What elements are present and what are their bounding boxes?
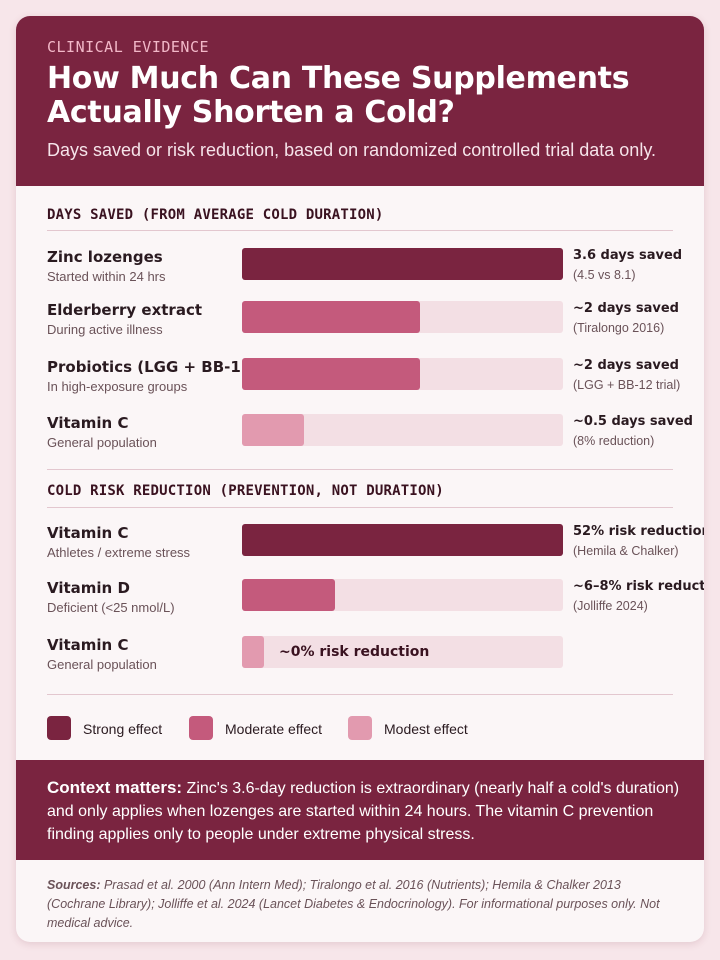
bar-fill — [242, 358, 420, 390]
row-label: Probiotics (LGG + BB-12) — [47, 358, 259, 376]
sources-body: Prasad et al. 2000 (Ann Intern Med); Tir… — [47, 878, 660, 930]
legend-divider — [47, 694, 673, 695]
value-note: (Jolliffe 2024) — [573, 599, 648, 613]
page-title: How Much Can These Supplements Actually … — [47, 62, 674, 130]
title-line-1: How Much Can These Supplements — [47, 61, 630, 96]
bar-row: Vitamin C General population ~0.5 days sav… — [16, 414, 704, 464]
bar-track — [242, 414, 563, 446]
bar-fill — [242, 579, 335, 611]
row-sublabel: Started within 24 hrs — [47, 269, 166, 284]
value-note: (8% reduction) — [573, 434, 655, 448]
bar-row: Vitamin C Athletes / extreme stress 52% ri… — [16, 524, 704, 574]
section-divider — [47, 507, 673, 508]
context-body: Zinc's 3.6-day reduction is extraordinar… — [47, 780, 680, 843]
value-note: (Tiralongo 2016) — [573, 321, 665, 335]
value-note: (LGG + BB-12 trial) — [573, 378, 681, 392]
eyebrow-label: CLINICAL EVIDENCE — [47, 38, 210, 56]
bar-track — [242, 358, 563, 390]
row-sublabel: During active illness — [47, 322, 163, 337]
legend-swatch-moderate — [189, 716, 213, 740]
header-banner: CLINICAL EVIDENCE How Much Can These Sup… — [16, 16, 704, 186]
section-divider — [47, 230, 673, 231]
value-note: (4.5 vs 8.1) — [573, 268, 636, 282]
row-sublabel: General population — [47, 435, 157, 450]
bar-row: Zinc lozenges Started within 24 hrs 3.6 da… — [16, 248, 704, 298]
row-sublabel: Athletes / extreme stress — [47, 545, 191, 560]
bar-track — [242, 248, 563, 280]
infographic-card: CLINICAL EVIDENCE How Much Can These Sup… — [16, 16, 704, 942]
legend-swatch-modest — [348, 716, 372, 740]
bar-fill — [242, 248, 563, 280]
value-note: (Hemila & Chalker) — [573, 544, 679, 558]
context-callout: Context matters: Zinc's 3.6-day reductio… — [16, 760, 704, 860]
bar-row: Probiotics (LGG + BB-12) In high-exposure… — [16, 358, 704, 408]
section-divider — [47, 469, 673, 470]
legend-label: Moderate effect — [225, 721, 323, 737]
bar-row: Vitamin C General population ~0% risk redu… — [16, 636, 704, 686]
bar-fill — [242, 414, 304, 446]
value-label: 52% risk reduction — [573, 524, 704, 539]
legend-label: Modest effect — [384, 721, 468, 737]
value-label: ~0.5 days saved — [573, 414, 693, 429]
row-label: Zinc lozenges — [47, 248, 163, 266]
title-line-2: Actually Shorten a Cold? — [47, 95, 455, 130]
bar-track — [242, 524, 563, 556]
bar-track — [242, 579, 563, 611]
bar-track — [242, 301, 563, 333]
value-label: ~2 days saved — [573, 301, 679, 316]
legend-label: Strong effect — [83, 721, 163, 737]
context-lead: Context matters: — [47, 778, 183, 797]
legend-swatch-strong — [47, 716, 71, 740]
row-sublabel: General population — [47, 657, 157, 672]
bar-fill — [242, 301, 420, 333]
sources-footnote: Sources: Prasad et al. 2000 (Ann Intern … — [47, 876, 677, 933]
bar-fill — [242, 636, 264, 668]
section-title-risk-reduction: COLD RISK REDUCTION (PREVENTION, NOT DUR… — [47, 483, 444, 499]
row-label: Vitamin C — [47, 414, 129, 432]
bar-row: Elderberry extract During active illness ~… — [16, 301, 704, 351]
row-label: Vitamin D — [47, 579, 130, 597]
row-sublabel: Deficient (<25 nmol/L) — [47, 600, 175, 615]
section-title-days-saved: DAYS SAVED (FROM AVERAGE COLD DURATION) — [47, 207, 384, 223]
value-label: ~6–8% risk reduction — [573, 579, 704, 594]
bar-inline-label: ~0% risk reduction — [279, 644, 430, 660]
row-sublabel: In high-exposure groups — [47, 379, 188, 394]
row-label: Vitamin C — [47, 524, 129, 542]
value-label: 3.6 days saved — [573, 248, 683, 263]
subtitle: Days saved or risk reduction, based on r… — [47, 140, 656, 160]
bar-track: ~0% risk reduction — [242, 636, 563, 668]
value-label: ~2 days saved — [573, 358, 679, 373]
row-label: Elderberry extract — [47, 301, 203, 319]
row-label: Vitamin C — [47, 636, 129, 654]
sources-lead: Sources: — [47, 878, 101, 892]
bar-fill — [242, 524, 563, 556]
bar-row: Vitamin D Deficient (<25 nmol/L) ~6–8% ris… — [16, 579, 704, 629]
